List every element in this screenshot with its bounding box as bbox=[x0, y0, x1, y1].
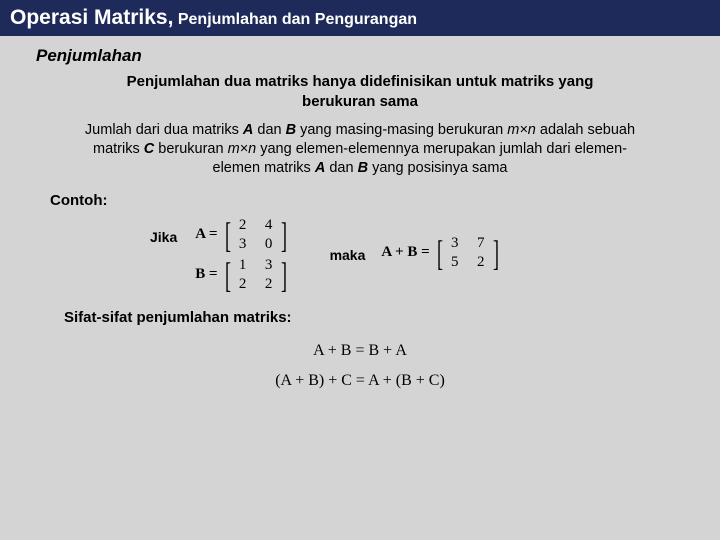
right-bracket-icon: ] bbox=[281, 217, 287, 253]
matrix-b-label: B = bbox=[195, 266, 217, 283]
definition-text: Penjumlahan dua matriks hanya didefinisi… bbox=[120, 72, 600, 111]
matrix-a-label: A = bbox=[195, 226, 217, 243]
right-bracket-icon: ] bbox=[493, 235, 499, 271]
matrix-a: A = [ 24 30 ] bbox=[195, 217, 289, 253]
maka-label: maka bbox=[330, 247, 366, 263]
property-2: (A + B) + C = A + (B + C) bbox=[30, 366, 690, 396]
section-title: Penjumlahan bbox=[36, 46, 690, 66]
description-text: Jumlah dari dua matriks A dan B yang mas… bbox=[80, 121, 640, 178]
left-bracket-icon: [ bbox=[225, 257, 231, 293]
matrix-b: B = [ 13 22 ] bbox=[195, 257, 289, 293]
example-row: Jika A = [ 24 30 ] B = [ 13 bbox=[150, 217, 690, 297]
left-bracket-icon: [ bbox=[225, 217, 231, 253]
right-bracket-icon: ] bbox=[281, 257, 287, 293]
properties-list: A + B = B + A (A + B) + C = A + (B + C) bbox=[30, 336, 690, 397]
header-main-title: Operasi Matriks, bbox=[10, 6, 173, 29]
slide-header: Operasi Matriks, Penjumlahan dan Pengura… bbox=[0, 0, 720, 36]
property-1: A + B = B + A bbox=[30, 336, 690, 366]
result-label: A + B = bbox=[381, 244, 429, 261]
left-bracket-icon: [ bbox=[437, 235, 443, 271]
result-matrix: A + B = [ 37 52 ] bbox=[381, 235, 501, 275]
properties-title: Sifat-sifat penjumlahan matriks: bbox=[64, 309, 690, 326]
given-matrices: A = [ 24 30 ] B = [ 13 22 bbox=[195, 217, 289, 297]
jika-label: Jika bbox=[150, 229, 177, 245]
header-subtitle: Penjumlahan dan Pengurangan bbox=[178, 11, 417, 28]
slide-content: Penjumlahan Penjumlahan dua matriks hany… bbox=[0, 36, 720, 396]
example-label: Contoh: bbox=[50, 192, 690, 209]
